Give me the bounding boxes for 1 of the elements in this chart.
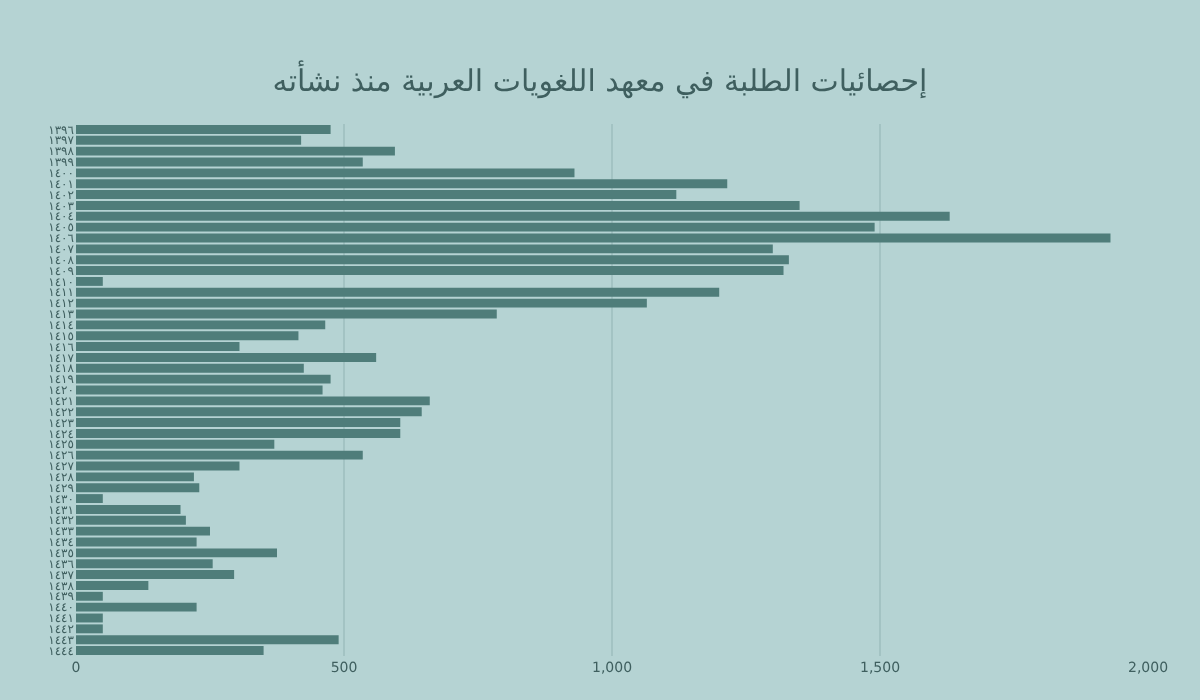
chart-title: إحصائيات الطلبة في معهد اللغويات العربية منذ نشأته xyxy=(272,59,928,99)
